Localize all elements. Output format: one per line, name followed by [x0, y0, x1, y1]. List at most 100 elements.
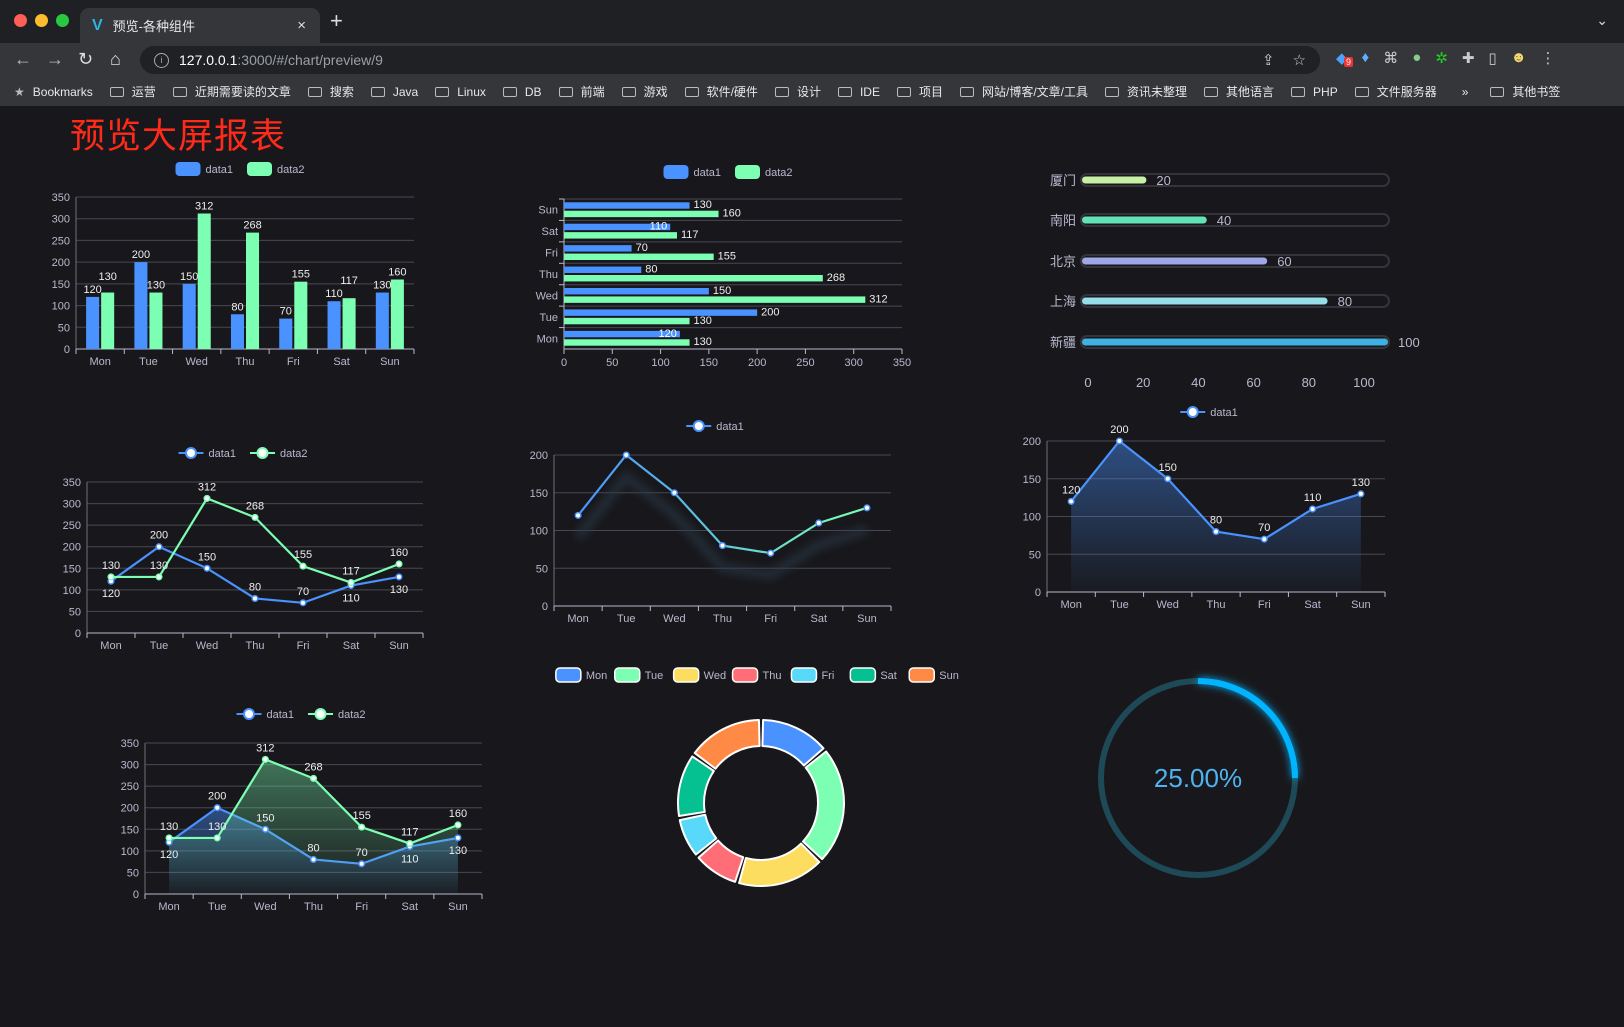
y-tick-label: 100: [52, 301, 70, 313]
data-label: 110: [342, 593, 360, 605]
legend-item-tue[interactable]: Tue: [614, 667, 664, 683]
legend-swatch-icon: [790, 667, 818, 683]
bookmark-folder[interactable]: PHP: [1291, 85, 1338, 99]
legend-item-data1[interactable]: data1: [175, 162, 234, 176]
data-point: [309, 774, 318, 782]
legend-item-mon[interactable]: Mon: [555, 667, 607, 683]
share-icon[interactable]: ⇪: [1261, 52, 1275, 69]
progress-track: [1080, 335, 1390, 349]
bookmark-folder[interactable]: 文件服务器: [1354, 83, 1437, 100]
bookmark-folder[interactable]: 设计: [774, 83, 821, 100]
legend-item-data1[interactable]: data1: [663, 165, 722, 179]
new-tab-button[interactable]: +: [330, 8, 343, 33]
bar-data1-sun: [375, 292, 389, 349]
other-bookmarks[interactable]: 其他书签: [1490, 83, 1560, 100]
menu-icon[interactable]: ⋮: [1540, 50, 1556, 67]
bar-data1-tue: [564, 309, 758, 316]
tab-search-button[interactable]: ⌄: [1596, 12, 1608, 28]
bookmark-folder[interactable]: IDE: [837, 85, 880, 99]
command-extension-icon[interactable]: ⌘: [1383, 50, 1399, 67]
tab-active[interactable]: V 预览-各种组件 ×: [80, 8, 320, 43]
legend-item-data2[interactable]: data2: [308, 708, 366, 721]
data-label: 150: [198, 551, 216, 563]
legend-item-data2[interactable]: data2: [247, 162, 305, 176]
bookmark-label: DB: [524, 84, 542, 99]
bookmark-folder[interactable]: 资讯未整理: [1105, 83, 1187, 100]
bookmark-folder[interactable]: 前端: [558, 83, 605, 100]
data-label: 60: [1277, 254, 1291, 269]
folder-icon: [1105, 86, 1119, 97]
bookmark-folder[interactable]: 运营: [109, 83, 156, 100]
legend-swatch-icon: [735, 165, 760, 179]
forward-icon[interactable]: →: [46, 49, 64, 69]
legend-item-data1[interactable]: data1: [1180, 406, 1238, 419]
more-bookmarks-button[interactable]: »: [1461, 84, 1469, 99]
favicon-icon: V: [92, 16, 103, 34]
progress-bar-厦门: [1082, 176, 1147, 184]
legend-item-sat[interactable]: Sat: [849, 667, 897, 683]
bookmarks-manager[interactable]: ★ Bookmarks: [14, 85, 93, 99]
data-label: 150: [713, 285, 731, 297]
y-tick-label: 0: [64, 344, 70, 356]
bookmark-folder[interactable]: 近期需要读的文章: [172, 83, 291, 100]
x-tick-label: Fri: [297, 640, 310, 652]
bookmark-folder[interactable]: 其他语言: [1204, 83, 1274, 100]
y-tick-label: 0: [75, 628, 81, 640]
bookmark-folder[interactable]: Java: [370, 85, 418, 99]
legend-item-wed[interactable]: Wed: [672, 667, 726, 683]
x-tick-label: Thu: [304, 901, 323, 913]
legend-item-fri[interactable]: Fri: [790, 667, 834, 683]
legend-item-data1[interactable]: data1: [686, 420, 744, 433]
legend-item-data1[interactable]: data1: [236, 708, 295, 721]
legend-swatch-icon: [614, 667, 641, 683]
y-tick-label: Thu: [539, 269, 558, 281]
reload-icon[interactable]: ↻: [78, 49, 94, 69]
data-label: 120: [659, 328, 677, 340]
x-tick-label: 20: [1136, 375, 1150, 390]
tab-title: 预览-各种组件: [112, 19, 196, 34]
bar-data2-thu: [246, 232, 260, 349]
legend-item-data1[interactable]: data1: [178, 447, 237, 460]
bookmark-folder[interactable]: 项目: [896, 83, 943, 100]
legend-item-data2[interactable]: data2: [735, 165, 793, 179]
maximize-window-button[interactable]: [56, 14, 69, 27]
back-icon[interactable]: ←: [14, 49, 32, 69]
tab-bar: V 预览-各种组件 × + ⌄: [0, 0, 1624, 43]
bookmark-folder[interactable]: 游戏: [621, 83, 668, 100]
gem-extension-icon[interactable]: ♦: [1361, 49, 1370, 66]
minimize-window-button[interactable]: [35, 14, 48, 27]
extension-icon[interactable]: ◆ 9: [1336, 50, 1354, 67]
legend-item-thu[interactable]: Thu: [731, 667, 782, 683]
data-label: 150: [1159, 462, 1177, 474]
address-bar[interactable]: i 127.0.0.1:3000/#/chart/preview/9 ⇪ ☆: [140, 46, 1320, 74]
y-tick-label: 100: [530, 526, 548, 538]
data-label: 110: [325, 288, 343, 300]
pie-slice-sat: [677, 755, 715, 818]
side-panel-icon[interactable]: ▯: [1488, 50, 1497, 67]
bookmark-folder[interactable]: 搜索: [307, 83, 354, 100]
data-point: [1309, 505, 1317, 513]
bookmark-label: 近期需要读的文章: [194, 85, 291, 99]
y-tick-label: 200: [530, 450, 548, 462]
home-icon[interactable]: ⌂: [110, 49, 121, 69]
bookmark-folder[interactable]: 软件/硬件: [684, 83, 758, 100]
bookmark-star-icon[interactable]: ☆: [1292, 52, 1306, 69]
legend-item-data2[interactable]: data2: [250, 447, 308, 460]
y-tick-label: 50: [1029, 549, 1041, 561]
legend-swatch-icon: [663, 165, 689, 179]
close-window-button[interactable]: [14, 14, 27, 27]
puzzle-icon[interactable]: ✚: [1461, 50, 1475, 67]
star-extension-icon[interactable]: ✲: [1435, 50, 1448, 67]
avatar[interactable]: ☻: [1510, 49, 1527, 66]
bookmark-folder[interactable]: DB: [502, 84, 542, 99]
site-info-icon[interactable]: i: [154, 52, 169, 68]
bookmark-folder[interactable]: 网站/博客/文章/工具: [959, 83, 1088, 100]
data-label: 150: [180, 271, 198, 283]
bookmark-folder[interactable]: Linux: [435, 85, 486, 99]
legend-item-sun[interactable]: Sun: [908, 667, 959, 683]
circle-extension-icon[interactable]: ●: [1412, 49, 1422, 66]
tab-close-icon[interactable]: ×: [297, 17, 306, 34]
data-label: 70: [280, 306, 292, 318]
data-label: 117: [681, 229, 699, 241]
